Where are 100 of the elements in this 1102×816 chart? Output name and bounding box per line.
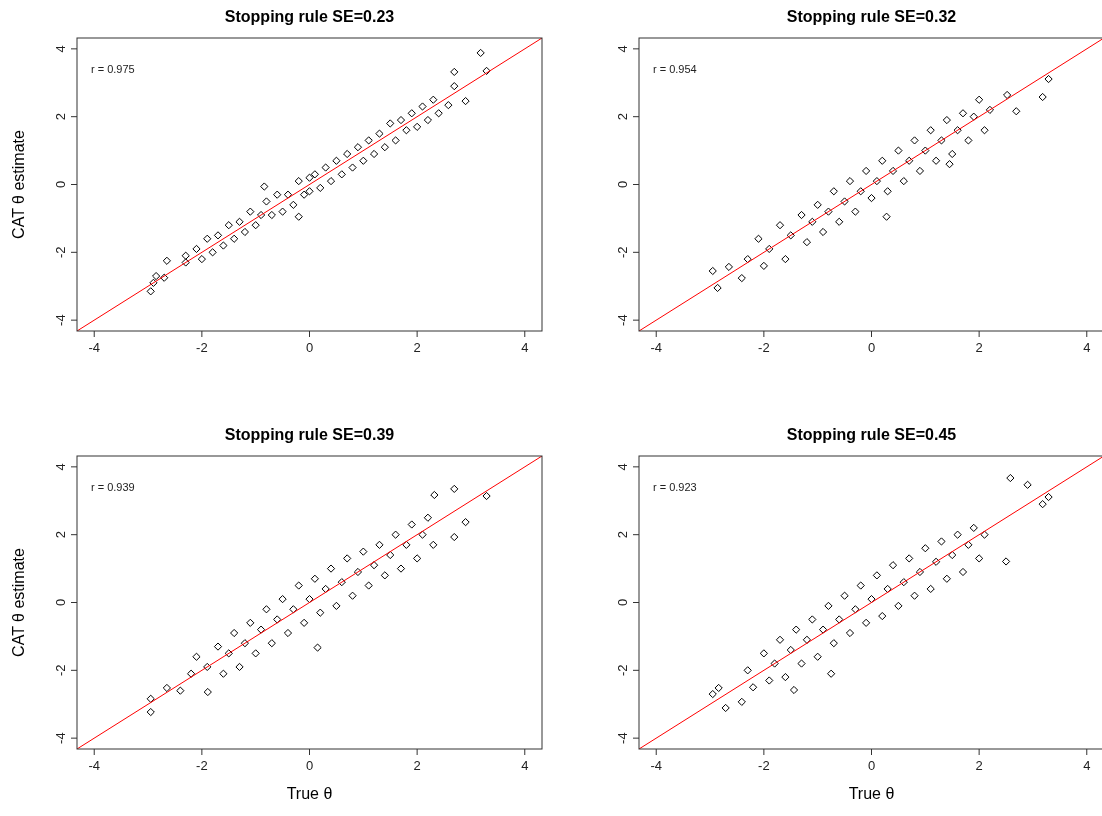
point	[283, 628, 293, 638]
point	[878, 156, 887, 165]
point	[797, 210, 806, 220]
point	[162, 683, 171, 693]
point	[1006, 473, 1015, 483]
y-tick-label: -2	[615, 664, 630, 677]
point	[813, 200, 822, 209]
point	[942, 574, 951, 583]
point	[915, 567, 925, 577]
point	[840, 197, 849, 206]
point	[348, 591, 357, 600]
point	[862, 166, 871, 176]
point	[1044, 74, 1053, 84]
chart-title: Stopping rule SE=0.39	[224, 426, 395, 443]
point	[910, 136, 919, 145]
point	[856, 187, 865, 196]
annotation: r = 0.939	[91, 481, 135, 493]
point	[969, 112, 978, 121]
point	[176, 686, 185, 695]
point	[1001, 557, 1011, 566]
point	[969, 523, 978, 532]
point	[851, 207, 860, 216]
y-tick-label: 2	[53, 113, 68, 121]
annotation: r = 0.975	[91, 63, 135, 75]
point	[883, 187, 892, 196]
point	[840, 591, 849, 600]
y-tick-label: -4	[53, 732, 68, 744]
point	[289, 605, 298, 614]
point	[835, 217, 844, 226]
point	[980, 530, 989, 539]
point	[931, 156, 941, 165]
x-tick-label: -2	[196, 340, 208, 355]
point	[867, 595, 876, 604]
chart-title: Stopping rule SE=0.23	[224, 8, 395, 25]
y-tick-label: -4	[53, 314, 68, 326]
point	[797, 659, 806, 668]
point	[759, 649, 768, 658]
x-tick-label: 2	[413, 340, 421, 355]
point	[326, 564, 336, 573]
point	[975, 554, 984, 563]
point	[380, 571, 389, 580]
point	[423, 513, 432, 522]
point	[1023, 480, 1032, 489]
point	[391, 530, 400, 539]
y-tick-label: 0	[53, 598, 68, 607]
point	[343, 554, 352, 563]
point	[430, 490, 439, 500]
point	[262, 605, 271, 614]
point	[829, 187, 838, 196]
point	[953, 530, 962, 539]
point	[278, 595, 287, 604]
point	[958, 109, 968, 118]
point	[146, 707, 155, 717]
point	[786, 231, 795, 240]
point	[829, 639, 838, 648]
y-tick-label: 0	[615, 180, 630, 189]
x-tick-label: -2	[758, 758, 770, 773]
point	[219, 669, 228, 678]
point	[429, 540, 438, 549]
point	[1038, 500, 1047, 509]
point	[375, 540, 384, 549]
point	[910, 591, 919, 600]
x-tick-label: 4	[1083, 340, 1091, 355]
point	[921, 544, 930, 553]
point	[905, 554, 914, 563]
point	[273, 615, 282, 624]
point	[240, 639, 250, 648]
x-tick-label: -2	[196, 758, 208, 773]
point	[775, 635, 785, 644]
point	[948, 149, 957, 159]
point	[235, 662, 244, 672]
point	[359, 547, 368, 556]
point	[224, 649, 233, 658]
x-tick-label: -2	[758, 340, 770, 355]
point	[894, 601, 903, 610]
point	[332, 601, 341, 610]
point	[708, 689, 717, 699]
point	[364, 581, 373, 590]
point	[213, 642, 223, 651]
point	[402, 540, 411, 549]
x-tick-label: 2	[975, 340, 983, 355]
point	[824, 207, 833, 216]
point	[818, 227, 828, 237]
y-tick-label: 2	[615, 113, 630, 121]
point	[781, 673, 790, 682]
point	[461, 518, 470, 527]
point	[246, 618, 255, 627]
point	[450, 484, 459, 493]
point	[789, 685, 799, 695]
point	[230, 628, 239, 638]
point	[899, 578, 908, 587]
x-tick-label: 4	[1083, 758, 1091, 773]
point	[882, 212, 891, 221]
point	[203, 687, 212, 697]
point	[737, 697, 746, 706]
point	[872, 177, 881, 186]
point	[845, 628, 855, 638]
y-tick-label: 4	[615, 463, 630, 471]
point	[737, 274, 746, 283]
annotation: r = 0.923	[653, 481, 697, 493]
